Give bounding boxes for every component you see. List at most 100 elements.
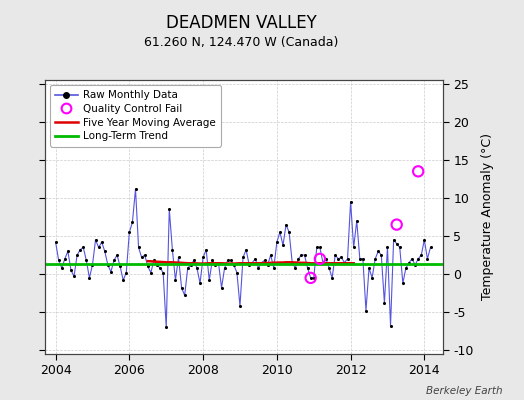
Point xyxy=(156,265,164,271)
Point xyxy=(392,240,401,247)
Point xyxy=(427,244,435,251)
Point xyxy=(174,254,183,260)
Point xyxy=(85,275,94,281)
Point xyxy=(368,275,376,281)
Point xyxy=(315,244,324,251)
Point xyxy=(70,273,78,280)
Point xyxy=(144,263,152,270)
Point xyxy=(196,280,204,286)
Point xyxy=(187,262,195,268)
Point xyxy=(239,254,247,260)
Point xyxy=(285,229,293,236)
Point xyxy=(300,252,309,258)
Point xyxy=(383,244,391,251)
Point xyxy=(205,277,213,283)
Point xyxy=(282,222,290,228)
Point xyxy=(337,254,345,260)
Point xyxy=(315,256,324,262)
Point xyxy=(322,256,330,262)
Point xyxy=(269,265,278,271)
Point xyxy=(64,248,72,254)
Point xyxy=(226,257,235,264)
Point xyxy=(242,246,250,253)
Point xyxy=(371,256,379,262)
Point xyxy=(76,246,84,253)
Point xyxy=(411,262,419,268)
Point xyxy=(162,324,170,330)
Point xyxy=(159,269,167,276)
Point xyxy=(414,168,422,174)
Point xyxy=(276,229,284,236)
Point xyxy=(297,252,305,258)
Point xyxy=(251,256,259,262)
Point xyxy=(267,252,275,258)
Point xyxy=(350,244,358,251)
Point xyxy=(97,239,106,245)
Point xyxy=(199,254,208,260)
Point xyxy=(362,308,370,314)
Point xyxy=(423,256,432,262)
Point xyxy=(132,186,140,192)
Point xyxy=(408,256,416,262)
Point xyxy=(405,260,413,266)
Point xyxy=(67,267,75,274)
Point xyxy=(147,269,155,276)
Point xyxy=(79,244,88,251)
Y-axis label: Temperature Anomaly (°C): Temperature Anomaly (°C) xyxy=(481,134,494,300)
Point xyxy=(168,246,177,253)
Point xyxy=(116,263,124,270)
Point xyxy=(202,246,210,253)
Point xyxy=(307,275,315,281)
Point xyxy=(386,323,395,329)
Point xyxy=(82,257,91,264)
Point xyxy=(190,257,198,264)
Point xyxy=(334,256,343,262)
Point xyxy=(377,252,386,258)
Point xyxy=(346,198,355,205)
Point xyxy=(279,242,287,248)
Text: Berkeley Earth: Berkeley Earth xyxy=(427,386,503,396)
Point xyxy=(180,292,189,298)
Point xyxy=(208,257,216,264)
Point xyxy=(110,257,118,264)
Point xyxy=(171,277,180,283)
Point xyxy=(343,256,352,262)
Point xyxy=(331,252,340,258)
Point xyxy=(119,277,127,283)
Point xyxy=(254,265,263,271)
Point xyxy=(420,237,429,243)
Point xyxy=(140,252,149,258)
Point xyxy=(134,244,143,251)
Point xyxy=(294,256,302,262)
Point xyxy=(307,275,315,281)
Point xyxy=(214,260,223,266)
Point xyxy=(359,256,367,262)
Point xyxy=(340,260,348,266)
Point xyxy=(291,265,300,271)
Point xyxy=(153,262,161,268)
Point xyxy=(310,275,318,281)
Point xyxy=(260,257,269,264)
Point xyxy=(137,254,146,260)
Point xyxy=(107,269,115,275)
Point xyxy=(380,300,389,306)
Point xyxy=(303,265,312,271)
Point xyxy=(183,265,192,271)
Point xyxy=(417,252,425,258)
Point xyxy=(178,284,186,291)
Point xyxy=(402,265,410,271)
Point xyxy=(221,265,229,271)
Point xyxy=(88,262,96,268)
Point xyxy=(104,262,112,268)
Point xyxy=(54,257,63,264)
Point xyxy=(396,244,404,251)
Point xyxy=(73,252,81,258)
Point xyxy=(236,303,244,309)
Point xyxy=(389,237,398,243)
Point xyxy=(245,262,254,268)
Point xyxy=(356,256,364,262)
Point xyxy=(399,280,407,286)
Point xyxy=(58,265,66,271)
Text: DEADMEN VALLEY: DEADMEN VALLEY xyxy=(166,14,316,32)
Point xyxy=(319,260,327,266)
